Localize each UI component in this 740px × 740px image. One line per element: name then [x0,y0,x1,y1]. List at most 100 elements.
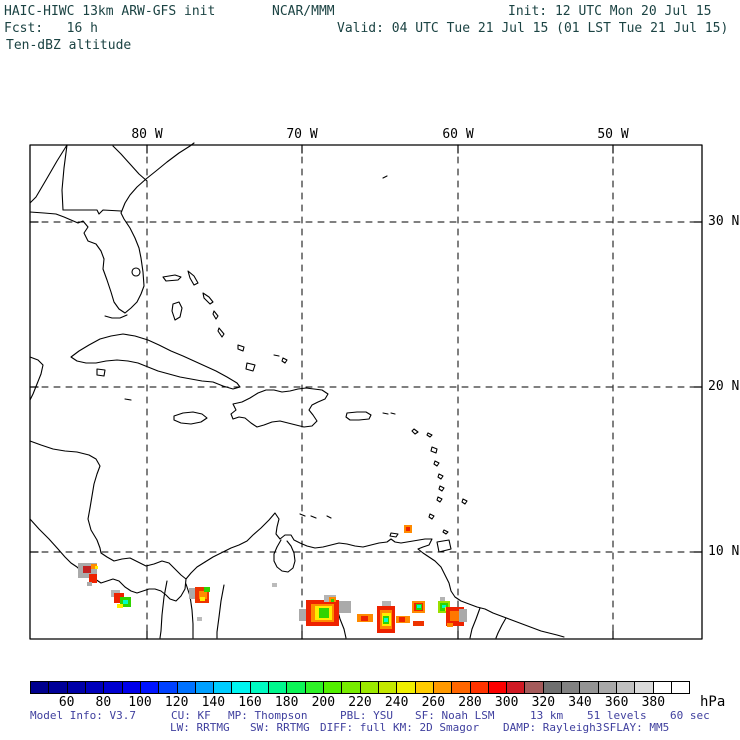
lon-label-70w: 70 W [286,127,318,142]
colorbar-tick-label: 100 [128,695,152,710]
lat-label-30n: 30 N [708,214,740,229]
echo-rect [459,609,467,622]
echo-rect [361,616,368,621]
lon-label-80w: 80 W [131,127,163,142]
colorbar-tick-label: 260 [421,695,446,710]
echo-rect [382,601,391,607]
colorbar-tick-label: 240 [384,695,409,710]
mp-scheme-label: MP: Thompson [228,709,308,722]
colorbar-cell [213,682,232,693]
colorbar-tick-label: 280 [458,695,482,710]
forecast-hour-label: Fcst: 16 h [4,21,98,36]
colorbar-cell [634,682,653,693]
km-option-label: KM: 2D Smagor [393,721,480,734]
org-label: NCAR/MMM [272,4,335,19]
echo-rect [197,617,202,621]
init-time-label: Init: 12 UTC Mon 20 Jul 15 [508,4,712,19]
colorbar-tick-label: 120 [164,695,189,710]
echo-rect [440,597,445,601]
echo-rect [199,591,207,599]
echo-rect [450,611,460,621]
colorbar-cell [323,682,342,693]
damp-option-label: DAMP: Rayleigh3 [503,721,603,734]
colorbar-cell [359,682,378,693]
sw-scheme-label: SW: RRTMG [250,721,310,734]
timestep-label: 60 sec [670,709,710,722]
coastlines [29,142,565,639]
echo-rect [447,623,453,627]
colorbar-cell [579,682,598,693]
colorbar-tick-labels: 60 80 100 120 140 160 180 200 220 240 260 280 300 320… [30,695,690,711]
page-title: HAIC-HIWC 13km ARW-GFS init [4,4,216,19]
colorbar-tick-label: 320 [531,695,556,710]
echo-rect [336,601,351,613]
lw-scheme-label: LW: RRTMG [170,721,230,734]
grid-lines [29,144,703,640]
lon-label-60w: 60 W [442,127,474,142]
colorbar-tick-label: 300 [494,695,519,710]
colorbar-cell [249,682,269,693]
colorbar-cell [66,682,85,693]
pbl-scheme-label: PBL: YSU [340,709,393,722]
map-frame [29,144,703,640]
echo-rect [95,566,98,569]
echo-rect [417,605,421,608]
colorbar-tick-label: 60 [58,695,75,710]
sf-scheme-label: SF: Noah LSM [415,709,495,722]
levels-label: 51 levels [587,709,647,722]
colorbar-cell [506,682,525,693]
echo-rect [204,587,210,592]
echo-rect [87,582,92,586]
colorbar-cell [103,682,122,693]
echo-rect [399,617,405,622]
reflectivity-echoes [78,525,467,633]
lon-label-50w: 50 W [597,127,629,142]
colorbar-cell [451,682,470,693]
grid-spacing-label: 13 km [530,709,564,722]
lat-label-10n: 10 N [708,544,740,559]
lat-label-20n: 20 N [708,379,740,394]
echo-rect [406,527,410,531]
colorbar [30,681,690,694]
colorbar-cell [286,682,305,693]
echo-rect [83,566,91,573]
colorbar-cell [231,682,250,693]
colorbar-cell [597,682,616,693]
colorbar-tick-label: 380 [641,695,666,710]
field-name-label: Ten-dBZ altitude [6,38,132,53]
colorbar-tick-label: 140 [201,695,226,710]
colorbar-cell [542,682,562,693]
colorbar-tick-label: 160 [238,695,262,710]
colorbar-tick-label: 360 [604,695,629,710]
colorbar-cell [487,682,507,693]
echo-rect [117,604,123,608]
colorbar-cell [158,682,177,693]
colorbar-cell [414,682,433,693]
colorbar-tick-label: 220 [348,695,372,710]
echo-rect [91,564,97,569]
valid-time-label: Valid: 04 UTC Tue 21 Jul 15 (01 LST Tue … [337,21,729,36]
echo-rect [189,588,198,599]
colorbar-cell [268,682,287,693]
sflay-option-label: SFLAY: MM5 [603,721,670,734]
echo-rect [319,608,329,618]
colorbar-cell [524,682,543,693]
colorbar-cell [670,682,690,693]
colorbar-tick-label: 80 [95,695,112,710]
colorbar-cell [432,682,452,693]
colorbar-unit-label: hPa [700,694,726,710]
cu-scheme-label: CU: KF [171,709,211,722]
echo-rect [89,574,97,583]
colorbar-cell [139,682,159,693]
model-version-label: Model Info: V3.7 [30,709,136,722]
colorbar-cell [469,682,488,693]
echo-rect [331,599,334,602]
echo-rect [384,618,388,622]
colorbar-cell [48,682,67,693]
colorbar-cell [121,682,140,693]
colorbar-tick-label: 340 [568,695,592,710]
echo-rect [272,583,277,587]
diff-option-label: DIFF: full [320,721,387,734]
